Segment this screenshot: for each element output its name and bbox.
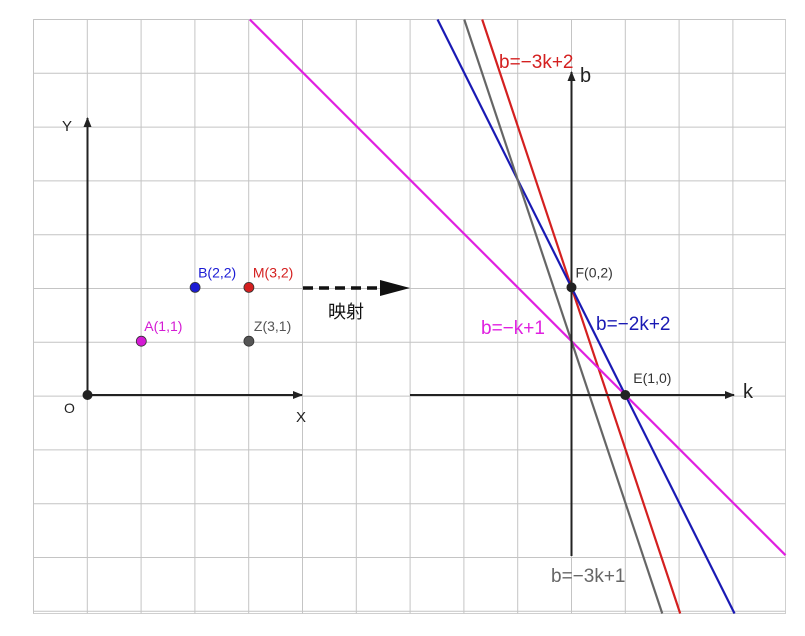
axes xyxy=(83,71,735,556)
line-a xyxy=(249,18,787,556)
point-e xyxy=(620,390,631,400)
mapping-arrow-head xyxy=(380,280,410,296)
point-b xyxy=(189,281,201,293)
origin-point xyxy=(82,390,93,400)
line-group xyxy=(249,18,787,614)
point-group xyxy=(82,281,631,400)
point-label-m: M(3,2) xyxy=(253,264,293,280)
line-z-label: b=−3k+1 xyxy=(551,566,626,587)
point-label-e: E(1,0) xyxy=(633,370,671,386)
point-label-f: F(0,2) xyxy=(576,264,613,280)
grid-frame xyxy=(33,19,786,614)
line-b xyxy=(436,19,736,614)
origin-label: O xyxy=(64,400,75,416)
line-m-label: b=−3k+2 xyxy=(499,52,574,73)
line-a-label: b=−k+1 xyxy=(481,318,545,339)
point-a xyxy=(135,335,147,347)
x-axis-label: X xyxy=(296,409,306,426)
mapping-label: 映射 xyxy=(328,302,364,322)
point-m xyxy=(243,281,255,293)
line-m xyxy=(481,19,682,614)
k-axis-label: k xyxy=(743,381,754,403)
point-f xyxy=(566,282,577,293)
line-z xyxy=(463,19,664,614)
grid xyxy=(33,19,786,614)
point-label-a: A(1,1) xyxy=(144,318,182,334)
b-axis-label: b xyxy=(580,65,591,87)
point-z xyxy=(243,335,255,347)
line-b-label: b=−2k+2 xyxy=(596,314,671,335)
label-group: Y X O A(1,1) B(2,2) M(3,2) Z(3,1) 映射 k b b=−3k+2 b=… xyxy=(62,52,754,587)
point-label-b: B(2,2) xyxy=(198,264,236,280)
y-axis-label: Y xyxy=(62,118,72,135)
point-label-z: Z(3,1) xyxy=(254,318,291,334)
